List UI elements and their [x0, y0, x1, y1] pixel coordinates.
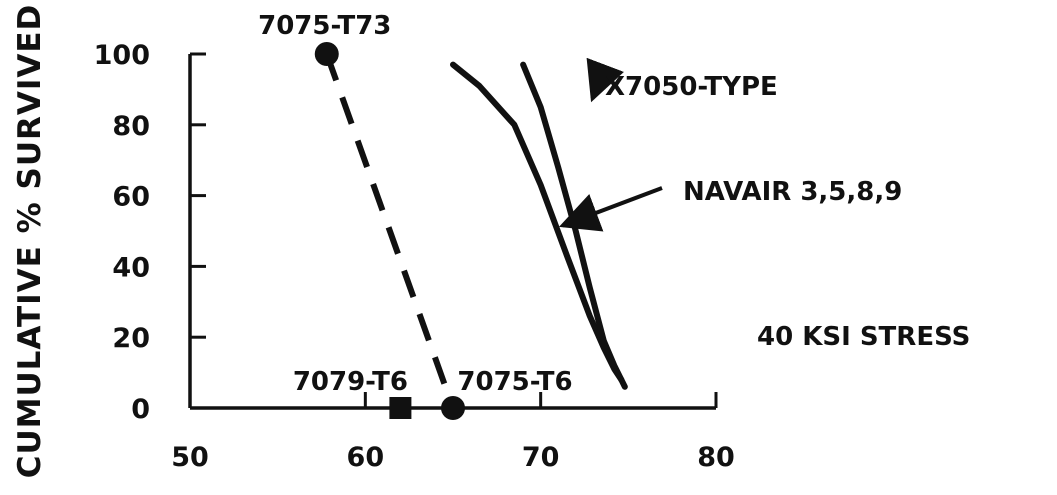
marker-layer [314, 42, 465, 420]
series-line-navair-3-5-8-9 [450, 61, 625, 383]
x-tick-label-70: 70 [522, 442, 560, 473]
y-tick-label-60: 60 [112, 182, 150, 213]
marker-label-7075-t6: 7075-T6 [457, 367, 572, 397]
series-line-7075-t73 [323, 52, 456, 410]
marker-label-7075-t73: 7075-T73 [258, 11, 391, 41]
marker-7079-t6 [389, 397, 412, 419]
marker-label-7079-t6: 7079-T6 [293, 367, 408, 397]
callout-label-navair: NAVAIR 3,5,8,9 [683, 177, 902, 207]
marker-7075-t73 [314, 42, 339, 66]
marker-7075-t6 [441, 396, 465, 420]
y-tick-label-100: 100 [94, 40, 150, 71]
y-tick-label-20: 20 [112, 323, 150, 354]
callout-label-x7050-type: X7050-TYPE [605, 72, 778, 102]
axes-layer: 0 20 40 60 80 100 50 60 70 80 CUMULATIVE % SURVIVE… [12, 4, 735, 479]
stress-note: 40 KSI STRESS [757, 322, 970, 352]
labels-layer: 7075-T73 7079-T6 7075-T6 X7050-TYPE NAVAIR 3… [258, 11, 970, 397]
x-tick-label-50: 50 [171, 442, 209, 473]
y-tick-label-0: 0 [131, 394, 150, 425]
x-tick-label-80: 80 [697, 442, 735, 473]
y-tick-label-40: 40 [112, 252, 150, 283]
callout-arrow-x7050-type [586, 57, 624, 103]
callout-arrow-navair [558, 186, 663, 232]
series-layer [323, 52, 628, 410]
x-tick-label-60: 60 [347, 442, 385, 473]
y-axis-label: CUMULATIVE % SURVIVED [12, 4, 48, 479]
series-line-x7050-type [520, 61, 628, 390]
y-tick-label-80: 80 [112, 111, 150, 142]
